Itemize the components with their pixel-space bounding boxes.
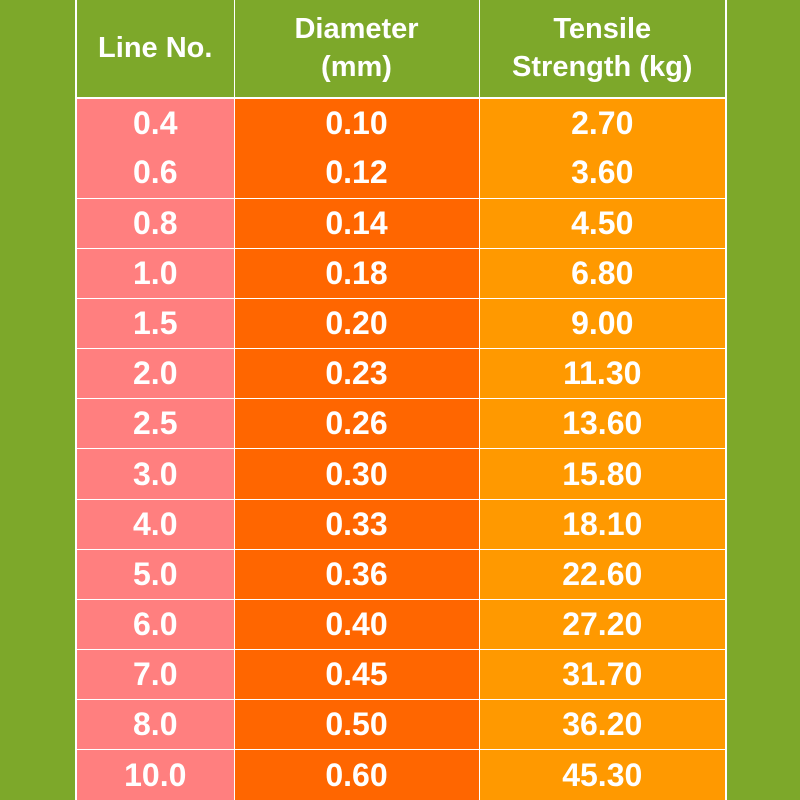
tensile-strength-cell: 36.20 — [478, 699, 726, 750]
line-no-cell: 1.0 — [75, 247, 234, 299]
line-no-cell: 7.0 — [75, 649, 234, 700]
header-tensile-strength: Tensile Strength (kg) — [478, 0, 726, 99]
diameter-cell: 0.60 — [233, 749, 479, 800]
table-row: 0.8 0.14 4.50 — [75, 197, 726, 249]
diameter-cell: 0.45 — [233, 649, 479, 700]
diameter-cell: 0.36 — [233, 548, 479, 600]
table-row: 0.6 0.12 3.60 — [75, 148, 726, 199]
line-no-cell: 0.6 — [75, 148, 234, 199]
diameter-cell: 0.10 — [233, 97, 479, 149]
tensile-strength-cell: 6.80 — [478, 247, 726, 299]
table-row: 1.0 0.18 6.80 — [75, 247, 726, 299]
header-diameter: Diameter (mm) — [233, 0, 479, 99]
header-line-no: Line No. — [75, 0, 234, 99]
tensile-strength-cell: 9.00 — [478, 298, 726, 349]
line-no-cell: 8.0 — [75, 699, 234, 750]
line-no-cell: 2.0 — [75, 348, 234, 399]
table-header-row: Line No. Diameter (mm) Tensile Strength … — [75, 0, 726, 99]
table-row: 3.0 0.30 15.80 — [75, 448, 726, 500]
table-row: 7.0 0.45 31.70 — [75, 649, 726, 700]
header-tensile-unit: Strength (kg) — [512, 50, 693, 83]
table-row: 2.5 0.26 13.60 — [75, 398, 726, 449]
table-row: 2.0 0.23 11.30 — [75, 348, 726, 399]
line-spec-table: Line No. Diameter (mm) Tensile Strength … — [75, 0, 727, 800]
header-tensile-label: Tensile — [553, 12, 652, 45]
tensile-strength-cell: 22.60 — [478, 548, 726, 600]
tensile-strength-cell: 45.30 — [478, 749, 726, 800]
diameter-cell: 0.40 — [233, 598, 479, 650]
diameter-cell: 0.33 — [233, 498, 479, 550]
line-no-cell: 1.5 — [75, 298, 234, 349]
diameter-cell: 0.23 — [233, 348, 479, 399]
table-row: 8.0 0.50 36.20 — [75, 699, 726, 750]
line-no-cell: 6.0 — [75, 598, 234, 650]
tensile-strength-cell: 18.10 — [478, 498, 726, 550]
table-row: 4.0 0.33 18.10 — [75, 498, 726, 550]
tensile-strength-cell: 4.50 — [478, 197, 726, 249]
diameter-cell: 0.50 — [233, 699, 479, 750]
line-no-cell: 0.4 — [75, 97, 234, 149]
tensile-strength-cell: 27.20 — [478, 598, 726, 650]
tensile-strength-cell: 3.60 — [478, 148, 726, 199]
tensile-strength-cell: 31.70 — [478, 649, 726, 700]
diameter-cell: 0.18 — [233, 247, 479, 299]
line-no-cell: 2.5 — [75, 398, 234, 449]
diameter-cell: 0.26 — [233, 398, 479, 449]
tensile-strength-cell: 2.70 — [478, 97, 726, 149]
tensile-strength-cell: 13.60 — [478, 398, 726, 449]
tensile-strength-cell: 15.80 — [478, 448, 726, 500]
line-no-cell: 5.0 — [75, 548, 234, 600]
diameter-cell: 0.30 — [233, 448, 479, 500]
line-no-cell: 0.8 — [75, 197, 234, 249]
line-no-cell: 10.0 — [75, 749, 234, 800]
diameter-cell: 0.12 — [233, 148, 479, 199]
table-row: 5.0 0.36 22.60 — [75, 548, 726, 600]
table-body: 0.4 0.10 2.70 0.6 0.12 3.60 0.8 0.14 4.50 1.0 0.18… — [75, 97, 726, 800]
header-diameter-unit: (mm) — [321, 50, 392, 83]
diameter-cell: 0.20 — [233, 298, 479, 349]
table-row: 10.0 0.60 45.30 — [75, 749, 726, 800]
table-row: 6.0 0.40 27.20 — [75, 598, 726, 650]
table-row: 1.5 0.20 9.00 — [75, 298, 726, 349]
header-line-no-label: Line No. — [98, 31, 213, 64]
line-no-cell: 3.0 — [75, 448, 234, 500]
tensile-strength-cell: 11.30 — [478, 348, 726, 399]
line-no-cell: 4.0 — [75, 498, 234, 550]
diameter-cell: 0.14 — [233, 197, 479, 249]
table-row: 0.4 0.10 2.70 — [75, 97, 726, 149]
header-diameter-label: Diameter — [294, 12, 419, 45]
